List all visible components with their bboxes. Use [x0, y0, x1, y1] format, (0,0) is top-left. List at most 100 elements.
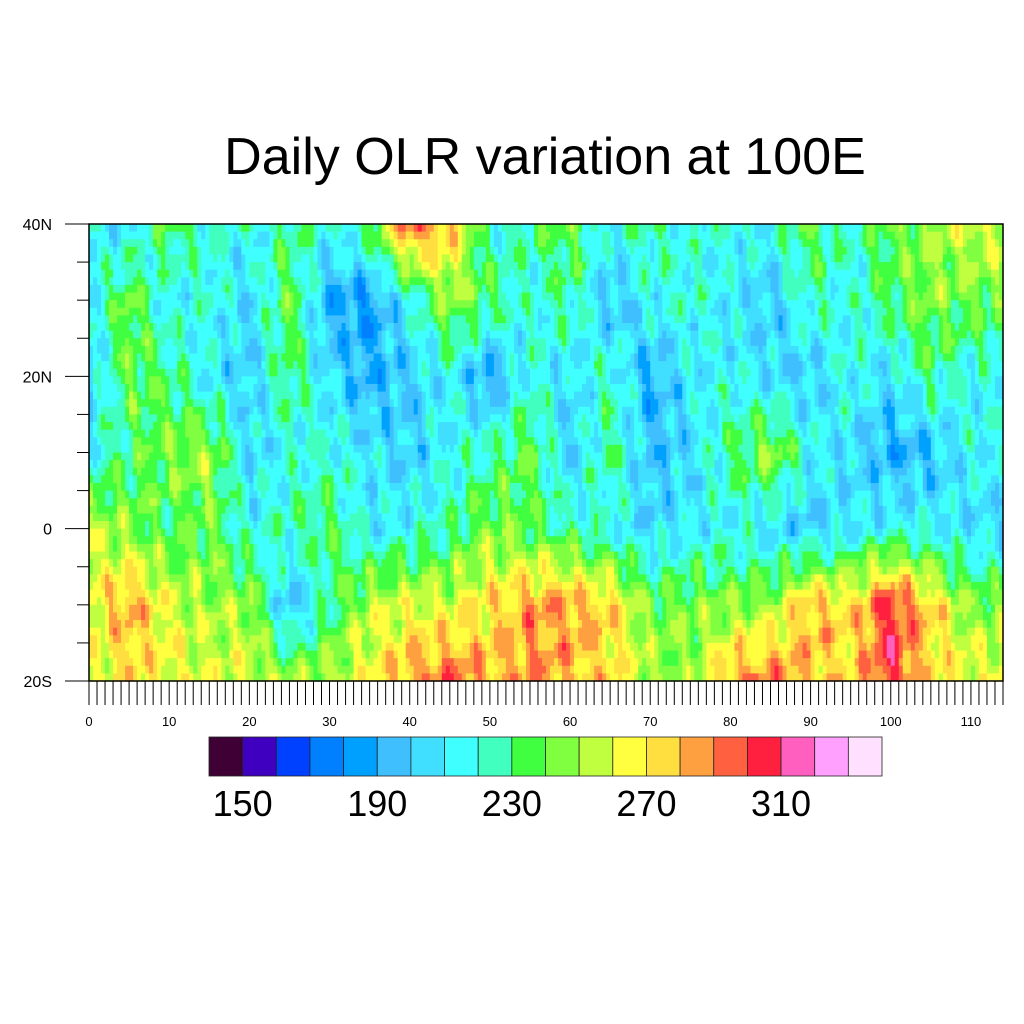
- contour-cell: [109, 642, 114, 652]
- contour-cell: [173, 543, 178, 553]
- contour-cell: [409, 429, 415, 438]
- contour-cell: [309, 475, 315, 484]
- contour-cell: [109, 307, 114, 316]
- contour-cell: [309, 620, 315, 629]
- contour-cell: [181, 262, 186, 271]
- contour-cell: [141, 589, 146, 598]
- contour-cell: [397, 330, 403, 339]
- contour-cell: [233, 269, 238, 278]
- contour-cell: [237, 620, 242, 629]
- contour-cell: [161, 551, 166, 560]
- contour-cell: [137, 300, 142, 309]
- contour-cell: [97, 559, 102, 568]
- contour-cell: [189, 330, 194, 339]
- contour-cell: [285, 498, 291, 507]
- contour-cell: [149, 323, 154, 332]
- contour-cell: [113, 620, 118, 629]
- contour-cell: [333, 368, 339, 377]
- contour-cell: [281, 612, 287, 621]
- contour-cell: [137, 620, 142, 629]
- contour-cell: [289, 505, 295, 515]
- contour-cell: [389, 399, 395, 408]
- contour-cell: [97, 475, 102, 484]
- contour-cell: [205, 368, 210, 377]
- contour-cell: [169, 383, 174, 393]
- contour-cell: [257, 536, 262, 545]
- contour-cell: [185, 505, 190, 515]
- contour-cell: [381, 467, 387, 476]
- contour-cell: [341, 414, 347, 423]
- contour-cell: [393, 269, 399, 278]
- contour-cell: [141, 224, 146, 233]
- contour-cell: [269, 361, 274, 370]
- contour-cell: [333, 521, 339, 530]
- contour-cell: [337, 559, 343, 568]
- contour-cell: [293, 559, 299, 568]
- contour-cell: [365, 292, 371, 301]
- contour-cell: [369, 536, 375, 545]
- contour-cell: [381, 422, 387, 431]
- contour-cell: [221, 444, 226, 454]
- contour-cell: [373, 399, 379, 408]
- contour-cell: [313, 642, 319, 652]
- contour-cell: [365, 224, 371, 233]
- contour-cell: [89, 490, 94, 499]
- contour-cell: [229, 368, 234, 377]
- contour-cell: [397, 368, 403, 377]
- contour-cell: [205, 429, 210, 438]
- contour-cell: [185, 383, 190, 393]
- contour-cell: [397, 635, 403, 644]
- contour-cell: [385, 635, 391, 644]
- contour-cell: [237, 528, 242, 537]
- contour-cell: [105, 650, 110, 659]
- contour-cell: [189, 254, 194, 263]
- contour-cell: [149, 566, 154, 575]
- contour-cell: [397, 376, 403, 385]
- contour-cell: [105, 635, 110, 644]
- contour-cell: [209, 315, 214, 324]
- contour-cell: [221, 460, 226, 469]
- contour-cell: [357, 429, 363, 438]
- contour-cell: [301, 368, 307, 377]
- contour-cell: [173, 376, 178, 385]
- contour-cell: [345, 399, 351, 408]
- contour-cell: [409, 452, 415, 461]
- contour-cell: [385, 604, 391, 614]
- contour-cell: [381, 376, 387, 385]
- contour-cell: [281, 406, 287, 416]
- contour-cell: [181, 406, 186, 416]
- contour-cell: [233, 330, 238, 339]
- contour-cell: [409, 528, 415, 537]
- contour-cell: [309, 452, 315, 461]
- contour-cell: [421, 315, 427, 324]
- contour-cell: [297, 292, 303, 301]
- contour-cell: [93, 224, 98, 233]
- contour-cell: [157, 460, 162, 469]
- contour-cell: [293, 665, 299, 674]
- contour-cell: [273, 330, 279, 339]
- contour-cell: [109, 315, 114, 324]
- contour-cell: [245, 482, 250, 492]
- contour-cell: [213, 620, 218, 629]
- contour-cell: [161, 284, 166, 294]
- contour-cell: [273, 658, 279, 667]
- contour-cell: [381, 521, 387, 530]
- contour-cell: [257, 498, 262, 507]
- contour-cell: [281, 330, 287, 339]
- contour-cell: [165, 597, 170, 606]
- contour-cell: [257, 399, 262, 408]
- contour-cell: [349, 361, 355, 370]
- contour-cell: [393, 376, 399, 385]
- contour-cell: [141, 300, 146, 309]
- contour-cell: [193, 559, 198, 568]
- contour-cell: [385, 620, 391, 629]
- contour-cell: [353, 254, 359, 263]
- contour-cell: [329, 528, 335, 537]
- contour-cell: [409, 460, 415, 469]
- contour-cell: [317, 414, 323, 423]
- contour-cell: [377, 460, 383, 469]
- contour-cell: [97, 574, 102, 583]
- contour-cell: [145, 284, 150, 294]
- contour-cell: [209, 467, 214, 476]
- contour-cell: [149, 300, 154, 309]
